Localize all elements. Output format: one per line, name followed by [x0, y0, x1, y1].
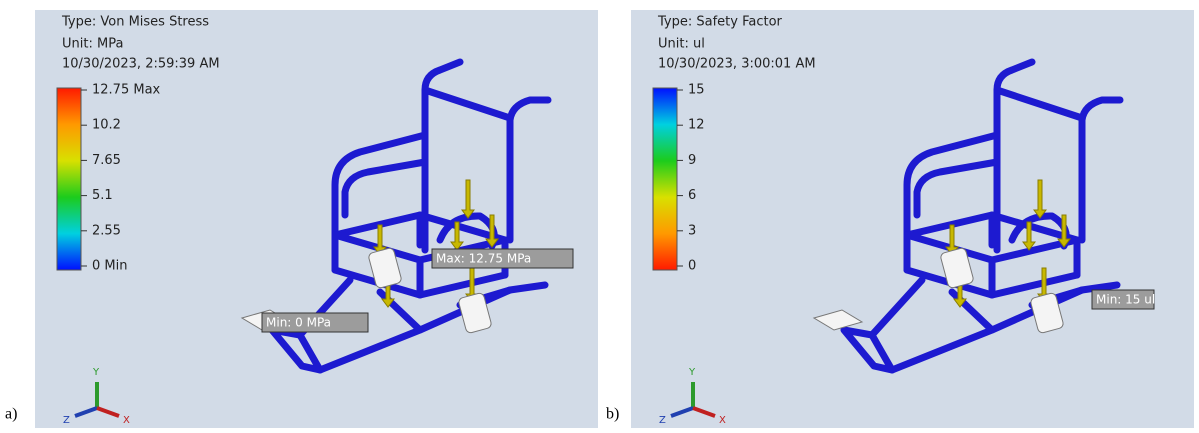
timestamp: 10/30/2023, 3:00:01 AM	[658, 57, 816, 72]
viewport: Type: Safety Factor Unit: ul 10/30/2023, 3…	[631, 10, 1194, 428]
legend-label: 6	[688, 188, 696, 203]
legend-label: 3	[688, 223, 696, 238]
viewport: Type: Von Mises Stress Unit: MPa 10/30/202…	[35, 10, 598, 428]
legend-label: 15	[688, 83, 705, 98]
legend-label: 12.75 Max	[92, 83, 161, 98]
legend-label: 9	[688, 153, 696, 168]
probe-label: Min: 15 ul	[1096, 293, 1155, 307]
legend-label: 5.1	[92, 188, 113, 203]
result-unit: Unit: ul	[658, 37, 705, 52]
legend-label: 0 Min	[92, 259, 127, 274]
panel-label: b)	[606, 406, 619, 423]
timestamp: 10/30/2023, 2:59:39 AM	[62, 57, 220, 72]
legend-bar	[653, 88, 677, 270]
legend-label: 7.65	[92, 153, 121, 168]
legend-label: 0	[688, 259, 696, 274]
panel-label: a)	[5, 406, 17, 423]
result-type: Type: Safety Factor	[657, 15, 783, 30]
axis-label: Y	[688, 367, 696, 378]
screenshot: a) Type: Von Mises Stress Unit: MPa 10/30/2…	[0, 0, 1199, 433]
axis-label: Z	[63, 415, 70, 426]
legend-label: 12	[688, 118, 705, 133]
axis-label: X	[719, 415, 726, 426]
legend-label: 2.55	[92, 223, 121, 238]
probe-label: Max: 12.75 MPa	[436, 252, 531, 266]
result-unit: Unit: MPa	[62, 37, 123, 52]
result-type: Type: Von Mises Stress	[61, 15, 209, 30]
axis-label: Z	[659, 415, 666, 426]
axis-label: X	[123, 415, 130, 426]
probe-label: Min: 0 MPa	[266, 316, 331, 330]
axis-label: Y	[92, 367, 100, 378]
legend-bar	[57, 88, 81, 270]
legend-label: 10.2	[92, 118, 121, 133]
